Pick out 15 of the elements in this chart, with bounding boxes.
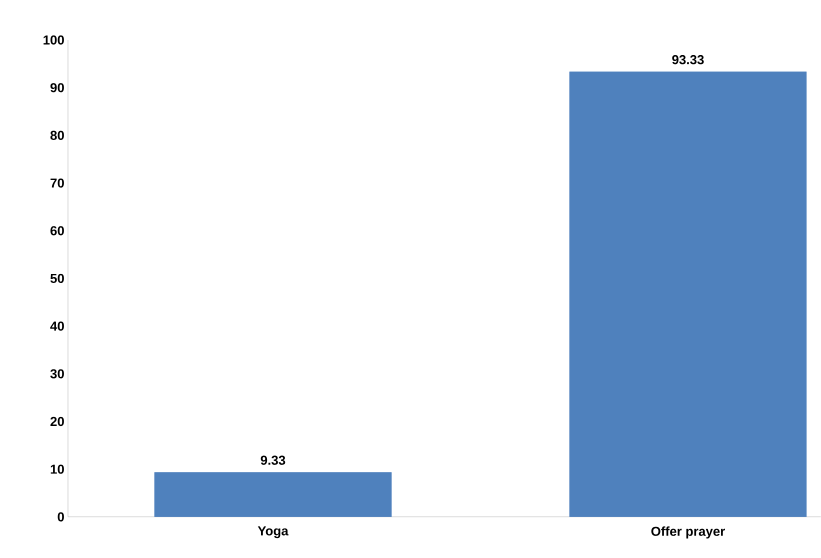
y-tick-label: 50 — [50, 274, 64, 284]
y-tick-label: 100 — [44, 35, 64, 45]
y-tick-label: 30 — [50, 369, 64, 378]
y-tick-label: 40 — [50, 322, 64, 331]
y-tick-label: 0 — [58, 512, 64, 522]
x-tick-label: Offer prayer — [651, 526, 725, 539]
x-tick-label: Yoga — [258, 526, 288, 538]
data-label: 9.33 — [260, 456, 286, 465]
y-tick-label: 80 — [50, 130, 64, 140]
y-tick-label: 90 — [50, 83, 64, 92]
y-tick-label: 60 — [50, 226, 64, 236]
y-tick-label: 10 — [50, 464, 64, 474]
y-tick-label: 20 — [50, 416, 64, 426]
y-tick-label: 70 — [50, 178, 64, 188]
data-label: 93.33 — [672, 55, 704, 64]
